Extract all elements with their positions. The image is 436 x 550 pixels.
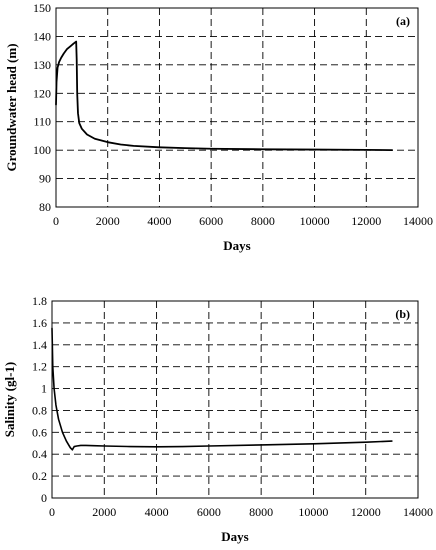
- panel-label-b: (b): [395, 307, 410, 321]
- x-tick-label: 2000: [96, 214, 120, 228]
- y-tick-label: 130: [33, 58, 51, 72]
- plot-frame-b: [51, 300, 419, 499]
- x-tick-label: 4000: [145, 505, 169, 519]
- x-tick-label: 6000: [197, 505, 221, 519]
- x-tick-label: 8000: [249, 505, 273, 519]
- panel-label-a: (a): [396, 14, 410, 28]
- y-tick-label: 1.6: [32, 316, 47, 330]
- x-tick-label: 10000: [300, 214, 330, 228]
- plot-frame-a: [55, 7, 419, 208]
- x-tick-labels-b: 0 2000 4000 6000 8000 10000 12000 14000: [49, 505, 433, 519]
- x-tick-label: 14000: [403, 214, 433, 228]
- series-line-groundwater-head: [55, 40, 394, 152]
- gridlines-a: [56, 8, 418, 207]
- y-tick-label: 0: [41, 491, 47, 505]
- gridlines-b: [52, 301, 418, 498]
- y-tick-label: 1.2: [32, 360, 47, 374]
- x-tick-label: 12000: [351, 505, 381, 519]
- y-tick-label: 140: [33, 29, 51, 43]
- x-tick-label: 10000: [298, 505, 328, 519]
- y-tick-label: 90: [39, 172, 51, 186]
- y-tick-label: 0.8: [32, 403, 47, 417]
- y-tick-labels-b: 0 0.2 0.4 0.6 0.8 1 1.2 1.4 1.6 1.8: [32, 294, 47, 505]
- y-axis-label-a: Groundwater head (m): [4, 43, 19, 171]
- x-tick-label: 0: [49, 505, 55, 519]
- x-tick-label: 8000: [251, 214, 275, 228]
- x-tick-label: 6000: [199, 214, 223, 228]
- x-tick-label: 12000: [351, 214, 381, 228]
- y-tick-label: 0.4: [32, 447, 47, 461]
- chart-panel-a: 80 90 100 110 120 130 140 150 0 2000 4000 6000 8000…: [4, 1, 433, 253]
- y-tick-labels-a: 80 90 100 110 120 130 140 150: [33, 1, 51, 214]
- y-tick-label: 1.8: [32, 294, 47, 308]
- y-tick-label: 80: [39, 200, 51, 214]
- x-tick-label: 4000: [147, 214, 171, 228]
- x-tick-label: 14000: [403, 505, 433, 519]
- y-tick-label: 120: [33, 86, 51, 100]
- chart-panel-b: 0 0.2 0.4 0.6 0.8 1 1.2 1.4 1.6 1.8 0 2000 4000 6000…: [2, 294, 433, 544]
- x-tick-label: 2000: [92, 505, 116, 519]
- y-tick-label: 0.2: [32, 469, 47, 483]
- y-tick-label: 100: [33, 143, 51, 157]
- y-axis-label-b: Salinity (gl-1): [2, 362, 17, 437]
- x-axis-label-a: Days: [223, 238, 250, 253]
- series-line-salinity: [51, 327, 393, 451]
- y-tick-label: 110: [33, 115, 51, 129]
- y-tick-label: 1.4: [32, 338, 47, 352]
- x-tick-label: 0: [53, 214, 59, 228]
- y-tick-label: 0.6: [32, 425, 47, 439]
- x-axis-label-b: Days: [221, 529, 248, 544]
- y-tick-label: 150: [33, 1, 51, 15]
- x-tick-labels-a: 0 2000 4000 6000 8000 10000 12000 14000: [53, 214, 433, 228]
- y-tick-label: 1: [41, 382, 47, 396]
